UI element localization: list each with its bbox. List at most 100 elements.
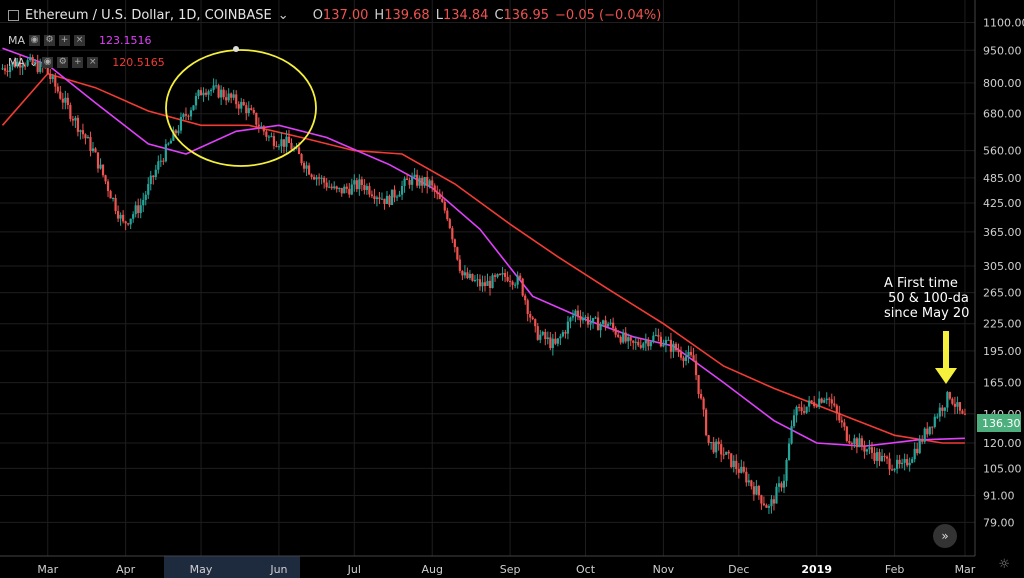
candle-body <box>833 403 836 406</box>
candle-body <box>64 97 67 103</box>
candle-body <box>890 469 894 471</box>
indicator-ma100[interactable]: MA ⌄ ◉ ⚙ + × 120.5165 <box>8 56 165 69</box>
candle-body <box>554 338 557 344</box>
candle-body <box>461 270 464 276</box>
y-tick-label: 560.00 <box>983 145 1022 158</box>
candle-body <box>503 273 507 277</box>
candle-body <box>699 393 703 399</box>
candle-body <box>217 85 220 98</box>
candle-body <box>885 456 889 459</box>
candle-body <box>702 398 705 410</box>
candle-body <box>813 402 816 407</box>
candle-body <box>594 317 597 319</box>
candle-body <box>79 130 82 132</box>
settings-icon[interactable]: ⚙ <box>57 57 69 68</box>
annotation-text: A First time 50 & 100-da since May 20 <box>884 276 970 321</box>
candle-body <box>926 428 929 435</box>
candle-body <box>815 406 818 408</box>
candle-body <box>172 130 175 141</box>
candle-body <box>622 332 625 343</box>
candle-body <box>330 186 333 189</box>
candle-body <box>353 180 356 185</box>
candle-body <box>787 443 791 460</box>
candle-body <box>521 278 524 296</box>
y-tick-label: 305.00 <box>983 260 1022 273</box>
candle-body <box>828 398 831 400</box>
candle-body <box>142 199 145 206</box>
candle-body <box>498 274 502 276</box>
candle-body <box>61 98 64 103</box>
candle-body <box>468 273 472 279</box>
candle-body <box>931 426 934 428</box>
candle-body <box>265 131 268 137</box>
candle-body <box>154 169 157 178</box>
candle-body <box>84 134 87 139</box>
candle-body <box>659 336 662 347</box>
chevron-down-icon[interactable]: ⌄ <box>277 8 289 23</box>
candle-body <box>805 406 808 413</box>
eye-icon[interactable]: ◉ <box>29 35 41 46</box>
candle-body <box>694 360 698 376</box>
candle-body <box>818 398 821 407</box>
candle-body <box>91 148 95 152</box>
candle-body <box>941 407 944 411</box>
candle-body <box>393 189 396 198</box>
candle-body <box>549 337 552 349</box>
annotation-handle <box>233 46 239 52</box>
candle-body <box>260 126 263 128</box>
candle-body <box>262 126 265 132</box>
candle-body <box>476 279 479 281</box>
candle-body <box>416 174 419 186</box>
candle-body <box>333 186 336 189</box>
candle-body <box>958 402 962 411</box>
open-label: O <box>312 8 323 23</box>
candle-body <box>483 282 487 286</box>
y-tick-label: 120.00 <box>983 437 1022 450</box>
collapse-icon[interactable] <box>8 10 19 21</box>
indicator-ma50[interactable]: MA ◉ ⚙ + × 123.1516 <box>8 34 152 47</box>
add-icon[interactable]: + <box>59 35 71 46</box>
close-icon[interactable]: × <box>74 35 86 46</box>
candle-body <box>906 459 909 466</box>
settings-icon[interactable]: ⚙ <box>44 35 56 46</box>
candle-body <box>255 112 258 125</box>
candle-body <box>240 101 243 109</box>
candle-body <box>496 274 499 277</box>
candle-body <box>747 480 750 483</box>
candle-body <box>529 313 532 318</box>
candle-body <box>267 136 270 138</box>
candle-body <box>134 205 137 215</box>
candle-body <box>456 247 459 260</box>
candle-body <box>250 108 253 110</box>
candle-body <box>850 443 853 445</box>
candle-body <box>69 104 72 119</box>
candle-body <box>257 124 260 127</box>
candle-body <box>511 281 514 285</box>
candle-body <box>390 189 394 205</box>
eye-icon[interactable]: ◉ <box>42 57 54 68</box>
x-tick-label: Jun <box>269 563 287 576</box>
gear-icon[interactable]: ☼ <box>998 557 1010 572</box>
symbol-label[interactable]: Ethereum / U.S. Dollar, 1D, COINBASE <box>25 8 272 23</box>
x-tick-label: Oct <box>576 563 596 576</box>
candle-body <box>674 343 678 351</box>
candle-body <box>845 426 848 441</box>
candle-body <box>230 93 233 98</box>
candle-body <box>679 352 683 358</box>
hover-band <box>164 556 300 578</box>
candle-body <box>49 74 52 80</box>
candle-body <box>720 444 723 455</box>
candle-body <box>757 486 760 496</box>
scroll-to-latest-button[interactable]: » <box>933 524 957 548</box>
candle-body <box>840 420 843 423</box>
add-icon[interactable]: + <box>72 57 84 68</box>
candle-body <box>358 179 361 190</box>
candle-body <box>677 350 680 353</box>
close-icon[interactable]: × <box>87 57 99 68</box>
chevron-down-icon[interactable]: ⌄ <box>29 56 39 69</box>
candle-body <box>614 328 617 335</box>
candle-body <box>290 143 293 150</box>
candle-body <box>51 76 54 80</box>
y-tick-label: 485.00 <box>983 172 1022 185</box>
